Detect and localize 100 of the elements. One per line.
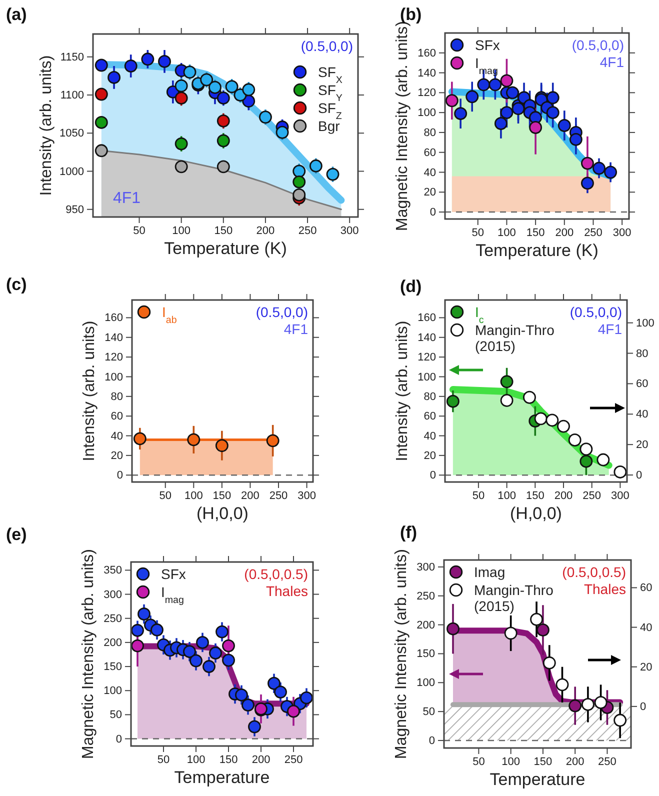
x-tick-label: 100 [186,754,206,766]
point [215,439,228,452]
point [141,52,154,66]
point [276,126,289,139]
y-tick-label: 250 [104,612,122,625]
point [216,160,230,174]
point [488,78,502,92]
y-tick-label: 80 [424,390,436,403]
annotation: (0.5,0,0) [256,304,308,320]
x-axis-title: Temperature [174,768,270,787]
annotation: Thales [584,581,626,597]
y2-tick-label: 60 [636,378,648,390]
x-tick-label: 250 [584,226,602,239]
y-axis-title: Magnetic Intensity (arb. units) [80,549,97,759]
point [216,625,228,638]
point [309,159,322,172]
x-tick-label: 250 [298,224,317,237]
x-tick-label: 150 [214,224,233,237]
y2-tick-label: 20 [640,661,652,674]
point [523,390,536,404]
y-axis-title: Intensity (arb. units) [394,320,411,462]
point [150,623,164,636]
y2-tick-label: 0 [640,700,646,713]
point [225,80,238,94]
y-tick-label: 80 [110,390,123,403]
point [556,678,569,692]
x-axis-title: (H,0,0) [196,504,248,523]
point [594,696,608,709]
point [174,137,188,150]
point [242,698,254,712]
x-tick-label: 250 [582,490,602,502]
legend-label: SFx [161,566,186,582]
x-tick-label: 100 [172,224,191,237]
point [504,626,518,640]
point [592,162,606,175]
point [133,432,146,446]
point [94,88,108,101]
x-tick-label: 50 [472,226,484,239]
y-tick-label: 60 [424,410,436,423]
y-tick-label: 100 [418,107,436,120]
chart-title: (f) [400,523,417,542]
y-tick-label: 150 [416,648,435,660]
point [183,66,196,79]
x-tick-label: 300 [298,490,316,502]
y-tick-label: 140 [104,332,123,344]
x-tick-label: 200 [566,756,584,768]
y-tick-label: 1150 [60,51,84,64]
y-tick-label: 40 [110,430,123,442]
point [546,106,560,120]
point [108,70,121,84]
y-tick-label: 140 [418,67,436,80]
x-tick-label: 100 [502,756,520,768]
point [183,645,196,658]
point [222,639,235,652]
x-tick-label: 100 [184,490,203,502]
y-tick-label: 350 [104,564,122,577]
point [580,454,593,468]
y-tick-label: 60 [424,146,436,159]
point [546,91,560,104]
x-axis-title: (H,0,0) [510,504,562,523]
chart-title: (d) [400,277,422,296]
point [614,714,627,727]
x-tick-label: 50 [133,224,146,237]
point [477,78,490,92]
y-tick-label: 60 [110,410,123,423]
point [614,465,627,478]
y-tick-label: 250 [416,590,435,602]
point [222,654,235,667]
y-tick-label: 120 [418,87,436,100]
y-tick-label: 0 [116,733,122,746]
y2-tick-label: 40 [636,408,648,421]
point [569,132,582,146]
point [287,704,300,718]
point [466,90,479,104]
point [200,73,214,86]
x-tick-label: 50 [472,756,485,768]
point [242,83,256,96]
point [529,121,542,134]
x-tick-label: 150 [219,754,238,766]
point [94,58,108,72]
y2-tick-label: 0 [636,470,642,482]
y-tick-label: 150 [104,661,122,674]
point [158,54,171,68]
point [558,119,571,132]
point [546,414,559,427]
x-tick-label: 150 [534,756,552,768]
y-tick-label: 100 [104,371,123,384]
y-tick-label: 100 [104,685,122,698]
annotation: (0.5,0,0) [572,37,624,53]
y2-tick-label: 60 [640,582,652,594]
y-tick-label: 950 [66,204,84,216]
y-tick-label: 0 [116,470,123,482]
y-tick-label: 50 [422,706,435,718]
x-tick-label: 100 [498,490,516,502]
point [268,676,280,690]
y2-tick-label: 40 [640,622,652,634]
y2-tick-label: 20 [636,439,648,452]
y-tick-label: 160 [418,47,436,60]
x-tick-label: 250 [598,756,616,768]
point [500,106,514,120]
